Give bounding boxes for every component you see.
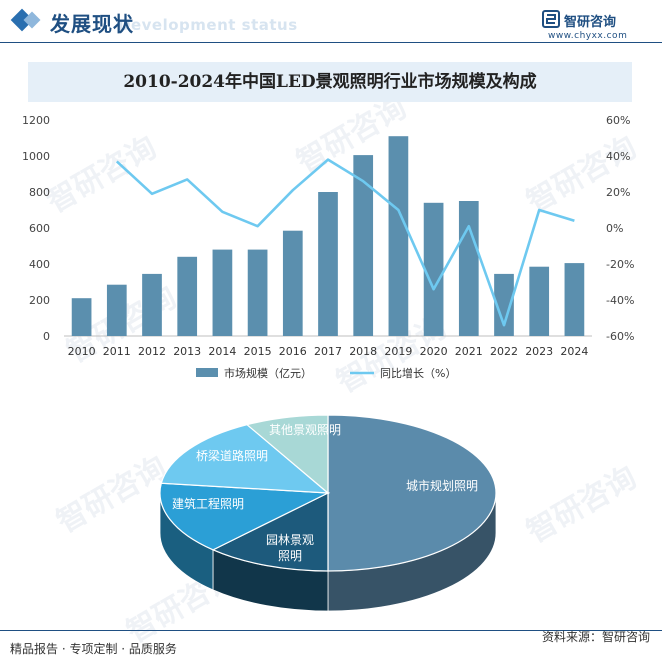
pie-slice-label: 园林景观 [266, 533, 314, 547]
pie-slice-label: 桥梁道路照明 [196, 448, 268, 463]
pie-slice-label: 建筑工程照明 [172, 496, 244, 511]
brand-url[interactable]: www.chyxx.com [548, 31, 628, 41]
bar-market-size [458, 201, 479, 336]
bar-market-size [177, 256, 198, 336]
bar-market-size [247, 249, 268, 336]
y-right-tick-label: 0% [606, 222, 623, 235]
x-tick-label: 2010 [68, 345, 96, 358]
line-yoy-growth [115, 158, 575, 327]
bar-market-size [282, 230, 303, 336]
bar-market-size [142, 273, 162, 336]
y-left-tick-label: 400 [29, 258, 50, 271]
y-left-tick-label: 1200 [22, 114, 50, 127]
pie-slice [160, 423, 330, 494]
x-tick-label: 2012 [138, 345, 166, 358]
bar-market-size [71, 298, 92, 336]
bar-market-size [564, 263, 585, 336]
y-right-tick-label: 60% [606, 114, 630, 127]
pie-slice [245, 414, 329, 495]
y-left-tick-label: 0 [43, 330, 50, 343]
bar-market-size [388, 136, 409, 336]
brand[interactable]: 智研咨询 www.chyxx.com [542, 8, 652, 42]
legend-label-yoy-growth: 同比增长（%） [380, 366, 456, 380]
y-left-tick-label: 600 [29, 222, 50, 235]
bar-market-size [494, 273, 514, 336]
bar-market-size [423, 202, 444, 336]
brand-logo-icon [542, 10, 560, 28]
section-title: 发展现状 [50, 12, 134, 36]
chart-title-band: 2010-2024年中国LED景观照明行业市场规模及构成 [28, 62, 632, 102]
bar-market-size [353, 155, 374, 336]
y-right-tick-label: -20% [606, 258, 634, 271]
x-tick-label: 2021 [455, 345, 483, 358]
pie-slice [327, 414, 497, 572]
footer-divider [0, 630, 662, 631]
bar-market-size [318, 192, 338, 336]
pie-slice [159, 482, 331, 551]
x-tick-label: 2016 [279, 345, 307, 358]
legend-swatch-market-size [196, 368, 218, 377]
x-tick-label: 2014 [208, 345, 236, 358]
section-subtitle-en: Development status [118, 16, 298, 34]
y-left-tick-label: 200 [29, 294, 50, 307]
x-tick-label: 2013 [173, 345, 201, 358]
pie-slice [211, 492, 329, 572]
footer-slogan: 精品报告 · 专项定制 · 品质服务 [10, 642, 177, 656]
x-tick-label: 2022 [490, 345, 518, 358]
pie-slice-label: 其他景观照明 [269, 423, 341, 437]
bar-market-size [212, 249, 233, 336]
combo-chart: 0 200 400 600 800 1000 1200 -60% -40% -20% 0% 20% 40… [22, 114, 634, 380]
legend-label-market-size: 市场规模（亿元） [224, 366, 312, 380]
header-divider [0, 42, 662, 43]
brand-name: 智研咨询 [564, 15, 617, 30]
y-right-tick-label: -60% [606, 330, 634, 343]
x-tick-label: 2011 [103, 345, 131, 358]
x-tick-label: 2017 [314, 345, 342, 358]
page-footer: 资料来源：智研咨询 精品报告 · 专项定制 · 品质服务 [0, 628, 662, 670]
y-right-tick-label: 40% [606, 150, 630, 163]
y-right-tick-label: 20% [606, 186, 630, 199]
pie-slice-label: 照明 [278, 549, 302, 563]
chart-title: 2010-2024年中国LED景观照明行业市场规模及构成 [123, 72, 537, 92]
x-tick-label: 2023 [525, 345, 553, 358]
pie-slice-label: 城市规划照明 [406, 478, 478, 493]
x-tick-label: 2019 [384, 345, 412, 358]
data-source: 资料来源：智研咨询 [541, 630, 650, 644]
x-tick-label: 2020 [420, 345, 448, 358]
x-tick-label: 2015 [244, 345, 272, 358]
bar-market-size [529, 266, 550, 336]
x-tick-label: 2024 [560, 345, 588, 358]
y-left-tick-label: 1000 [22, 150, 50, 163]
page-header: Development status 发展现状 智研咨询 www.chyxx.c… [0, 0, 662, 48]
x-tick-label: 2018 [349, 345, 377, 358]
bar-market-size [106, 284, 127, 336]
y-left-tick-label: 800 [29, 186, 50, 199]
y-right-tick-label: -40% [606, 294, 634, 307]
